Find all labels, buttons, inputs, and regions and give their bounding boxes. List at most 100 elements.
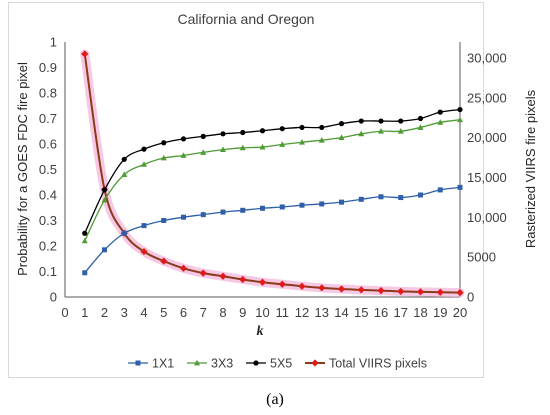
data-point [318, 284, 326, 292]
data-point [378, 194, 384, 200]
legend-item: 1X1 [128, 357, 174, 371]
data-point [279, 126, 285, 132]
y2-tick-label: 10,000 [467, 210, 507, 225]
data-point [259, 128, 266, 134]
y-tick-label: 0 [50, 290, 57, 305]
data-point [319, 124, 325, 131]
legend-marker [253, 360, 259, 366]
x-tick-label: 0 [61, 305, 68, 320]
data-point [437, 187, 443, 193]
x-tick-label: 13 [315, 305, 329, 320]
data-point [220, 209, 226, 215]
y2-axis-ticks: 0 5000 10,000 15,000 20,000 25,000 30,000 [467, 50, 507, 304]
y2-tick-label: 20,000 [467, 130, 507, 145]
data-point [220, 146, 226, 153]
data-point [318, 136, 325, 143]
y-axis-ticks: 0 0.1 0.2 0.3 0.4 0.5 0.6 0.7 0.8 0.9 1 [39, 35, 57, 305]
data-point [298, 282, 306, 290]
y-tick-label: 0.1 [39, 264, 57, 279]
data-point [437, 119, 444, 125]
legend-marker [194, 359, 200, 366]
data-point [200, 212, 206, 218]
data-point [121, 230, 127, 236]
series-line [84, 119, 461, 242]
data-point [457, 116, 463, 123]
data-point [418, 192, 423, 198]
series-line-glow [80, 49, 465, 298]
data-point [260, 205, 265, 211]
data-point [319, 201, 325, 207]
data-point [416, 288, 425, 296]
y-tick-label: 0.8 [39, 86, 57, 101]
data-point [161, 140, 167, 146]
x-tick-label: 17 [394, 305, 408, 320]
y-tick-label: 0.7 [39, 111, 57, 126]
data-point [82, 270, 88, 276]
series-line [84, 186, 461, 274]
y-tick-label: 0.9 [39, 60, 57, 75]
x-tick-label: 2 [101, 305, 108, 320]
x-tick-label: 3 [121, 305, 128, 320]
legend-label: 1X1 [152, 357, 174, 371]
x-tick-label: 14 [334, 305, 348, 320]
data-point [457, 106, 463, 113]
data-point [179, 264, 188, 272]
data-point [378, 118, 384, 124]
data-point [398, 195, 404, 201]
y-axis-label: Probability for a GOES FDC fire pixel [15, 62, 30, 276]
y2-tick-label: 25,000 [467, 90, 507, 105]
data-point [279, 141, 286, 147]
x-tick-label: 6 [180, 305, 187, 320]
y-tick-label: 0.5 [39, 162, 57, 177]
series-total-viirs-pixels [80, 49, 465, 298]
x-tick-label: 8 [219, 305, 226, 320]
data-point [102, 247, 107, 253]
data-point [180, 136, 187, 142]
data-point [160, 257, 168, 265]
data-point [397, 287, 405, 296]
data-point [437, 109, 443, 115]
data-point [239, 275, 247, 284]
chart-title: California and Oregon [178, 11, 315, 27]
data-point [199, 269, 207, 277]
data-point [357, 286, 365, 294]
data-point [299, 124, 305, 131]
data-point [141, 223, 147, 229]
y2-axis-label: Rasterized VIIRS fire pixels [523, 89, 538, 248]
series-line [84, 108, 461, 234]
data-point [121, 156, 127, 162]
legend-marker [135, 360, 141, 366]
legend-label: 5X5 [270, 357, 292, 371]
y2-tick-label: 5000 [467, 250, 496, 265]
data-point [140, 247, 148, 256]
x-tick-label: 1 [81, 305, 88, 320]
data-point [259, 143, 266, 150]
legend: 1X1 3X3 5X5 Total VIIRS pixels [128, 357, 427, 371]
x-tick-label: 7 [200, 305, 207, 320]
data-point [82, 230, 88, 236]
data-point [338, 134, 345, 141]
series-5x5 [82, 106, 463, 236]
series-layer [80, 49, 465, 298]
x-tick-label: 10 [255, 305, 269, 320]
data-point [160, 154, 167, 161]
data-point [219, 272, 227, 280]
data-point [358, 130, 365, 137]
data-point [299, 139, 305, 145]
data-point [180, 152, 187, 158]
data-point [398, 118, 404, 124]
data-point [121, 171, 128, 177]
x-tick-label: 11 [276, 305, 290, 320]
data-point [377, 287, 385, 295]
data-point [417, 115, 424, 122]
data-point [81, 50, 89, 58]
x-tick-label: 15 [354, 305, 368, 320]
data-point [417, 124, 424, 130]
series-line [83, 53, 461, 294]
data-point [457, 184, 463, 190]
data-point [436, 288, 444, 296]
data-point [299, 202, 305, 208]
y-tick-label: 0.3 [39, 213, 57, 228]
data-point [378, 128, 384, 134]
data-point [338, 121, 345, 127]
